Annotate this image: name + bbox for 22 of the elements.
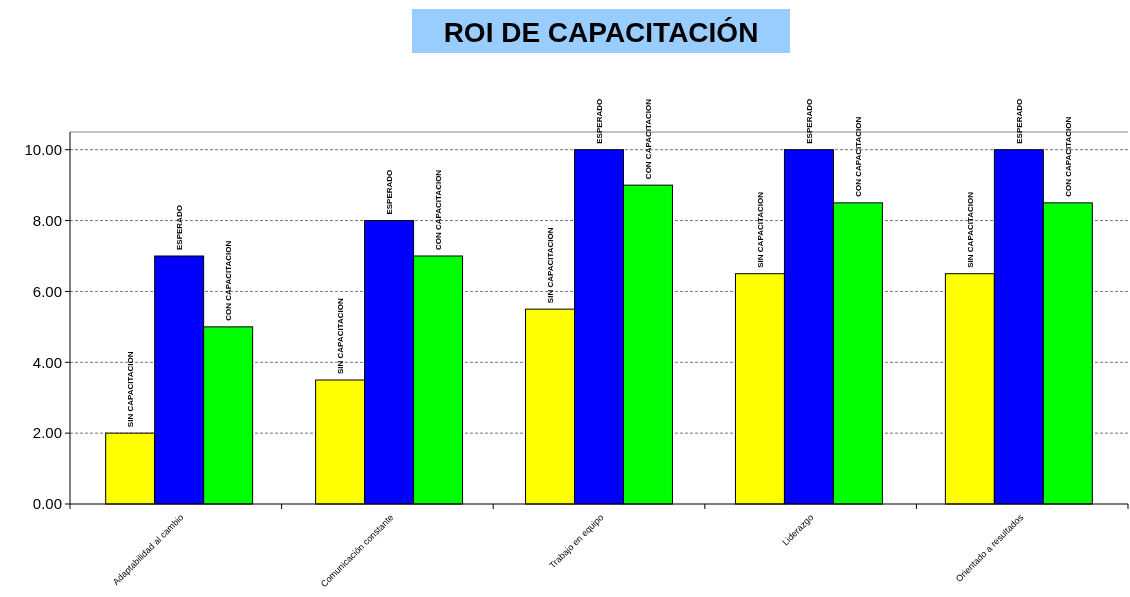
text: CON CAPACITACION	[643, 98, 653, 180]
text: ESPERADO	[595, 98, 604, 144]
text: ESPERADO	[804, 98, 814, 144]
y-tick-label: 8.00	[32, 211, 62, 229]
text: CON CAPACITACION	[434, 169, 444, 250]
y-tick-label: 2.00	[32, 424, 62, 442]
text: SIN CAPACITACION	[965, 192, 975, 268]
text: SIN CAPACITACION	[755, 192, 765, 268]
text: ESPERADO	[175, 205, 185, 250]
chart-title: ROI DE CAPACITACIÓN	[443, 17, 759, 48]
text: ESPERADO	[385, 169, 395, 215]
text: CON CAPACITACION	[1063, 116, 1073, 197]
y-tick-label: 6.00	[32, 282, 62, 300]
y-tick-label: 0.00	[32, 495, 62, 513]
text: SIN CAPACITACION	[546, 227, 556, 304]
y-tick-label: 4.00	[32, 353, 62, 371]
text: SIN CAPACITACION	[126, 351, 136, 428]
text: CON CAPACITACION	[224, 240, 234, 321]
text: CON CAPACITACION	[853, 116, 863, 197]
y-tick-label: 10.00	[24, 140, 62, 158]
text: SIN CAPACITACION	[336, 298, 346, 374]
text: ESPERADO	[1014, 98, 1024, 144]
